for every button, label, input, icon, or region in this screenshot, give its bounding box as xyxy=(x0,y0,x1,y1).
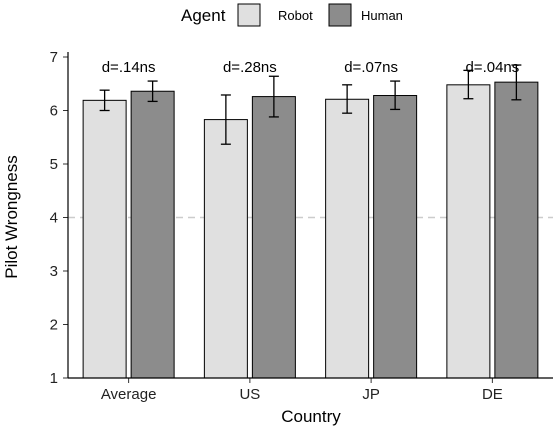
y-tick-label-5: 5 xyxy=(50,156,58,173)
bar-robot-de xyxy=(446,84,491,379)
y-tick-label-3: 3 xyxy=(50,263,58,280)
bar-robot-jp xyxy=(325,98,370,379)
annotation-de: d=.04ns xyxy=(465,59,519,76)
plot-area: d=.14ns Average d=.28ns US d=.07ns JP d=.04ns D… xyxy=(50,49,553,403)
bar-human-de xyxy=(494,81,539,379)
y-tick-label-4: 4 xyxy=(50,210,58,227)
legend-label-robot: Robot xyxy=(278,8,313,23)
legend-key-human xyxy=(328,3,352,27)
y-tick-label-6: 6 xyxy=(50,103,58,120)
x-axis-title: Country xyxy=(281,407,341,426)
y-tick-label-7: 7 xyxy=(50,49,58,66)
x-tick-label-jp: JP xyxy=(362,386,380,403)
legend-key-robot xyxy=(237,3,261,27)
annotation-average: d=.14ns xyxy=(102,59,156,76)
x-tick-label-average: Average xyxy=(101,386,157,403)
y-axis-title: Pilot Wrongness xyxy=(2,155,21,278)
y-tick-label-1: 1 xyxy=(50,370,58,387)
bar-robot-us xyxy=(203,119,248,379)
x-tick-label-de: DE xyxy=(482,386,503,403)
bar-human-jp xyxy=(373,95,418,379)
legend: Agent Robot Human xyxy=(181,3,403,27)
bar-human-us xyxy=(251,96,296,379)
bar-robot-average xyxy=(82,99,127,379)
legend-title: Agent xyxy=(181,6,226,25)
bar-human-average xyxy=(130,90,175,379)
legend-label-human: Human xyxy=(361,8,403,23)
y-tick-label-2: 2 xyxy=(50,317,58,334)
annotation-us: d=.28ns xyxy=(223,59,277,76)
annotation-jp: d=.07ns xyxy=(344,59,398,76)
x-tick-label-us: US xyxy=(239,386,260,403)
